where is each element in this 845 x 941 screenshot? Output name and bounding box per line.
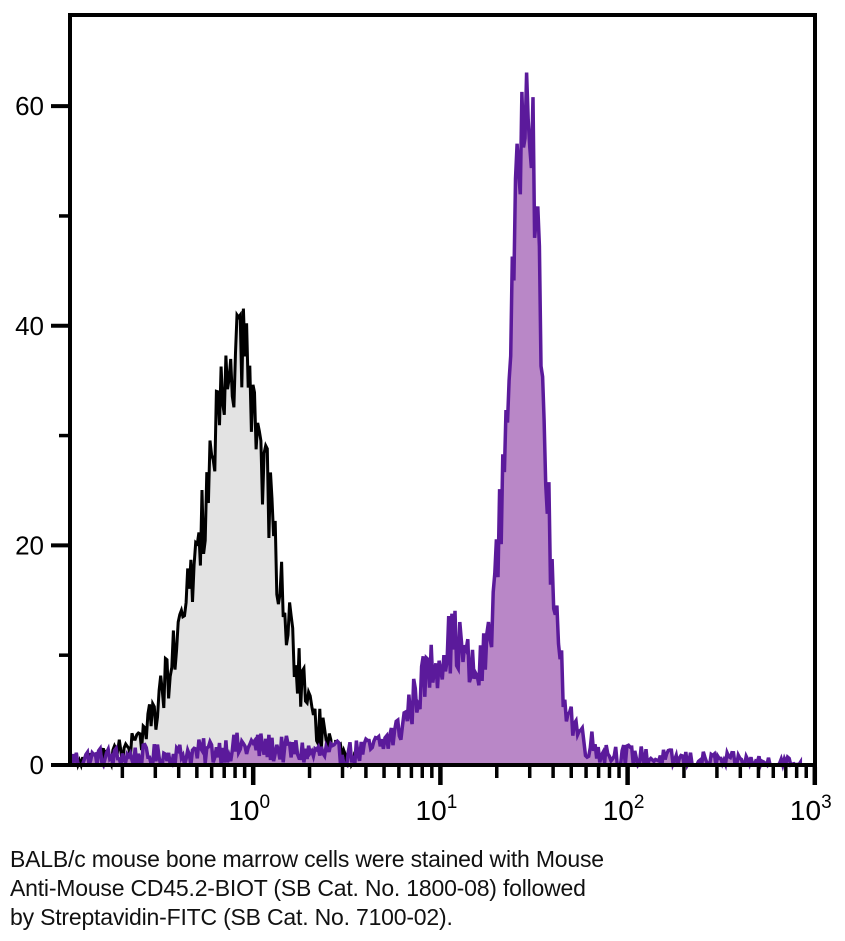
x-tick-label: 103 [790, 792, 832, 826]
x-tick-label: 102 [603, 792, 645, 826]
caption-line-2: Anti-Mouse CD45.2-BIOT (SB Cat. No. 1800… [10, 875, 586, 901]
figure-caption: BALB/c mouse bone marrow cells were stai… [10, 845, 830, 932]
plot-frame [68, 13, 817, 767]
caption-line-3: by Streptavidin-FITC (SB Cat. No. 7100-0… [10, 904, 453, 930]
x-tick-label: 101 [416, 792, 458, 826]
y-tick-label: 60 [15, 91, 44, 121]
y-tick-label: 20 [15, 530, 44, 560]
x-axis: 100 101 102 103 [120, 767, 832, 826]
control-black-histogram [70, 308, 404, 771]
histogram-chart: 0 20 40 60 100 101 102 103 [15, 13, 832, 826]
x-tick-label: 100 [228, 792, 270, 826]
y-tick-label: 40 [15, 311, 44, 341]
caption-line-1: BALB/c mouse bone marrow cells were stai… [10, 846, 604, 872]
y-tick-label: 0 [30, 750, 44, 780]
y-axis: 0 20 40 60 [15, 91, 70, 780]
